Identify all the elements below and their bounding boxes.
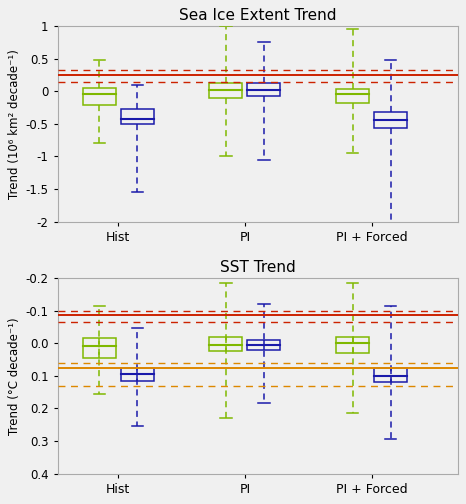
Bar: [247, 83, 281, 96]
Bar: [336, 89, 369, 103]
Title: SST Trend: SST Trend: [220, 261, 295, 275]
Bar: [374, 367, 407, 383]
Bar: [83, 338, 116, 358]
Y-axis label: Trend (°C decade⁻¹): Trend (°C decade⁻¹): [8, 317, 21, 434]
Y-axis label: Trend (10⁶ km² decade⁻¹): Trend (10⁶ km² decade⁻¹): [8, 49, 21, 199]
Title: Sea Ice Extent Trend: Sea Ice Extent Trend: [179, 9, 336, 23]
Bar: [336, 337, 369, 353]
Bar: [83, 88, 116, 105]
Bar: [210, 83, 242, 98]
Bar: [374, 112, 407, 128]
Bar: [247, 340, 281, 350]
Bar: [210, 337, 242, 351]
Bar: [121, 109, 154, 124]
Bar: [121, 367, 154, 381]
